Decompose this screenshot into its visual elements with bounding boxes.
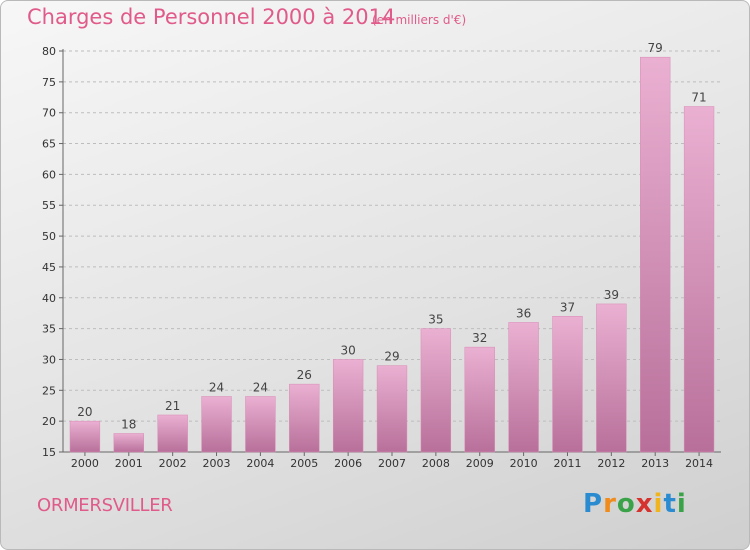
data-label-2014: 71 [691,91,706,105]
x-tick-label-2003: 2003 [203,457,231,470]
chart-subtitle: (en milliers d'€) [372,13,467,27]
x-tick-label-2002: 2002 [159,457,187,470]
bar-2000 [69,420,101,453]
x-tick-label-2010: 2010 [510,457,538,470]
proxiti-logo: Proxiti [583,489,687,519]
bar-2005 [289,383,320,453]
logo-letter: i [676,489,687,519]
bar-2003 [201,396,232,453]
logo-letter: i [653,489,664,519]
bar-2012 [596,303,627,453]
bar-2002 [157,414,188,453]
x-tick-label-2011: 2011 [553,457,581,470]
data-label-2006: 30 [340,343,355,357]
bar-2008 [420,328,452,453]
data-label-2012: 39 [604,288,619,302]
y-tick-label: 30 [42,353,56,366]
bar-2011 [552,316,583,453]
data-label-2002: 21 [165,399,180,413]
y-tick-label: 20 [42,415,56,428]
logo-letter: P [583,489,604,519]
data-label-2007: 29 [384,350,399,364]
labels: 20 18 21 24 24 26 30 29 35 32 36 37 39 79 71 [77,41,706,431]
x-tick-label-2009: 2009 [466,457,494,470]
y-tick-label: 55 [42,199,56,212]
logo-letter: o [616,489,636,519]
y-tick-label: 60 [42,168,56,181]
y-tick-label: 50 [42,230,56,243]
data-label-2005: 26 [297,368,312,382]
chart-title: Charges de Personnel 2000 à 2014 [27,5,396,29]
y-tick-label: 80 [42,45,56,58]
data-label-2011: 37 [560,300,575,314]
bar-2013 [640,56,671,453]
x-tick-label-2008: 2008 [422,457,450,470]
y-tick-label: 25 [42,384,56,397]
x-tick-label-2013: 2013 [641,457,669,470]
bar-2014 [683,106,715,453]
data-label-2008: 35 [428,313,443,327]
data-label-2001: 18 [121,417,136,431]
y-tick-label: 45 [42,261,56,274]
y-tick-label: 75 [42,76,56,89]
data-label-2003: 24 [209,380,224,394]
data-label-2013: 79 [648,41,663,55]
y-tick-label: 35 [42,323,56,336]
bar-2006 [332,359,364,453]
x-tick-label-2012: 2012 [597,457,625,470]
x-tick-label-2007: 2007 [378,457,406,470]
place-name: ORMERSVILLER [37,495,173,516]
data-label-2004: 24 [253,380,268,394]
logo-letter: x [635,489,654,519]
x-tick-label-2001: 2001 [115,457,143,470]
y-tick-label: 65 [42,138,56,151]
bar-2007 [376,365,408,453]
bars [69,56,715,453]
logo-letter: t [663,489,677,519]
x-tick-label-2004: 2004 [246,457,274,470]
data-label-2000: 20 [77,405,92,419]
y-tick-label: 15 [42,446,56,459]
x-tick-label-2005: 2005 [290,457,318,470]
y-tick-label: 40 [42,292,56,305]
data-label-2010: 36 [516,306,531,320]
x-tick-label-2000: 2000 [71,457,99,470]
bar-2009 [464,346,495,453]
x-tick-label-2014: 2014 [685,457,713,470]
data-label-2009: 32 [472,331,487,345]
bar-2010 [508,322,539,453]
bar-2004 [245,396,276,453]
logo-letter: r [603,489,617,519]
y-tick-label: 70 [42,107,56,120]
bar-2001 [113,433,144,453]
x-tick-label-2006: 2006 [334,457,362,470]
